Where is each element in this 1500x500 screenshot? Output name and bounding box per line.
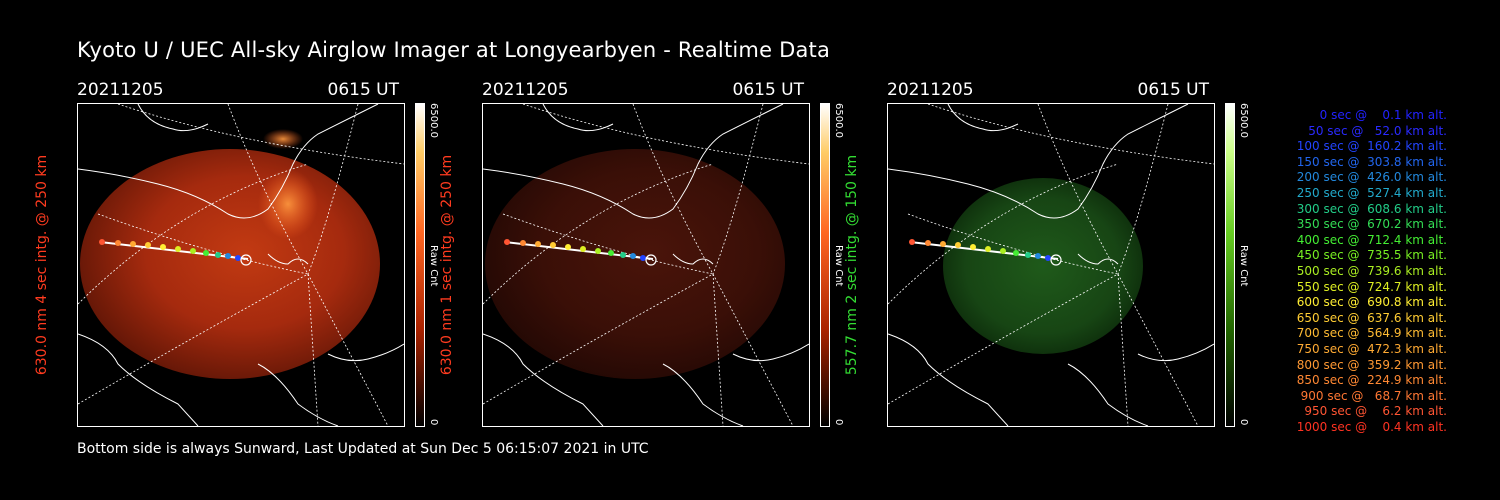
imager-panel-3: 20211205 0615 UT 557.7 nm 2 sec intg. @ … — [844, 80, 1287, 440]
legend-row: 650 sec @ 637.6 km alt. — [1292, 310, 1447, 325]
legend-row: 400 sec @ 712.4 km alt. — [1292, 232, 1447, 247]
colorbar-labels: 6500.0 Raw Cnt 0 — [1238, 103, 1256, 427]
allsky-image — [77, 103, 405, 427]
legend-row: 550 sec @ 724.7 km alt. — [1292, 279, 1447, 294]
allsky-image-svg — [483, 104, 809, 426]
trajectory — [909, 239, 1062, 266]
colorbar-unit: Raw Cnt — [1238, 245, 1249, 287]
allsky-image — [887, 103, 1215, 427]
imager-panel-1: 20211205 0615 UT 630.0 nm 4 sec intg. @ … — [34, 80, 477, 440]
panel-time: 0615 UT — [1137, 80, 1210, 100]
trajectory-legend: 0 sec @ 0.1 km alt. 50 sec @ 52.0 km alt… — [1262, 108, 1447, 435]
legend-row: 150 sec @ 303.8 km alt. — [1292, 154, 1447, 169]
imager-panel-2: 20211205 0615 UT 630.0 nm 1 sec intg. @ … — [439, 80, 882, 440]
legend-row: 450 sec @ 735.5 km alt. — [1292, 248, 1447, 263]
legend-row: 700 sec @ 564.9 km alt. — [1292, 326, 1447, 341]
emission-patch — [258, 169, 318, 239]
panel-date: 20211205 — [482, 80, 569, 100]
legend-row: 800 sec @ 359.2 km alt. — [1292, 357, 1447, 372]
footer-note: Bottom side is always Sunward, Last Upda… — [77, 441, 649, 457]
colorbar-max: 6500.0 — [428, 103, 439, 138]
allsky-image-svg — [888, 104, 1214, 426]
coastline — [483, 104, 809, 426]
coastline — [78, 104, 404, 426]
colorbar-unit: Raw Cnt — [833, 245, 844, 287]
legend-row: 0 sec @ 0.1 km alt. — [1308, 108, 1447, 122]
panel-date: 20211205 — [887, 80, 974, 100]
panel-time: 0615 UT — [732, 80, 805, 100]
panel-time: 0615 UT — [327, 80, 400, 100]
legend-row: 50 sec @ 52.0 km alt. — [1300, 123, 1447, 138]
colorbar-min: 0 — [833, 419, 844, 426]
page-title: Kyoto U / UEC All-sky Airglow Imager at … — [77, 38, 831, 62]
panel-date: 20211205 — [77, 80, 164, 100]
colorbar — [820, 103, 830, 427]
wavelength-label: 630.0 nm 4 sec intg. @ 250 km — [34, 154, 50, 376]
geo-grid — [78, 104, 404, 426]
airglow-disk — [943, 178, 1143, 354]
emission-patch — [263, 129, 303, 149]
legend-row: 850 sec @ 224.9 km alt. — [1292, 373, 1447, 388]
wavelength-label: 630.0 nm 1 sec intg. @ 250 km — [439, 154, 455, 376]
colorbar-min: 0 — [1238, 419, 1249, 426]
colorbar-unit: Raw Cnt — [428, 245, 439, 287]
colorbar — [415, 103, 425, 427]
colorbar — [1225, 103, 1235, 427]
legend-row: 1000 sec @ 0.4 km alt. — [1296, 419, 1447, 434]
geo-grid — [483, 104, 809, 426]
legend-row: 300 sec @ 608.6 km alt. — [1292, 201, 1447, 216]
legend-row: 200 sec @ 426.0 km alt. — [1292, 170, 1447, 185]
geo-grid — [888, 104, 1214, 426]
airglow-disk — [80, 149, 380, 379]
colorbar-max: 6500.0 — [833, 103, 844, 138]
trajectory — [504, 239, 657, 266]
wavelength-label: 557.7 nm 2 sec intg. @ 150 km — [844, 154, 860, 376]
coastline — [888, 104, 1214, 426]
legend-row: 600 sec @ 690.8 km alt. — [1292, 295, 1447, 310]
legend-row: 350 sec @ 670.2 km alt. — [1292, 217, 1447, 232]
legend-row: 900 sec @ 68.7 km alt. — [1296, 388, 1447, 403]
allsky-image-svg — [78, 104, 404, 426]
legend-row: 500 sec @ 739.6 km alt. — [1292, 263, 1447, 278]
airglow-disk — [485, 149, 785, 379]
legend-row: 950 sec @ 6.2 km alt. — [1300, 404, 1447, 419]
legend-row: 750 sec @ 472.3 km alt. — [1292, 341, 1447, 356]
legend-row: 100 sec @ 160.2 km alt. — [1292, 139, 1447, 154]
colorbar-max: 6500.0 — [1238, 103, 1249, 138]
trajectory — [99, 239, 252, 266]
allsky-image — [482, 103, 810, 427]
colorbar-min: 0 — [428, 419, 439, 426]
legend-row: 250 sec @ 527.4 km alt. — [1292, 185, 1447, 200]
